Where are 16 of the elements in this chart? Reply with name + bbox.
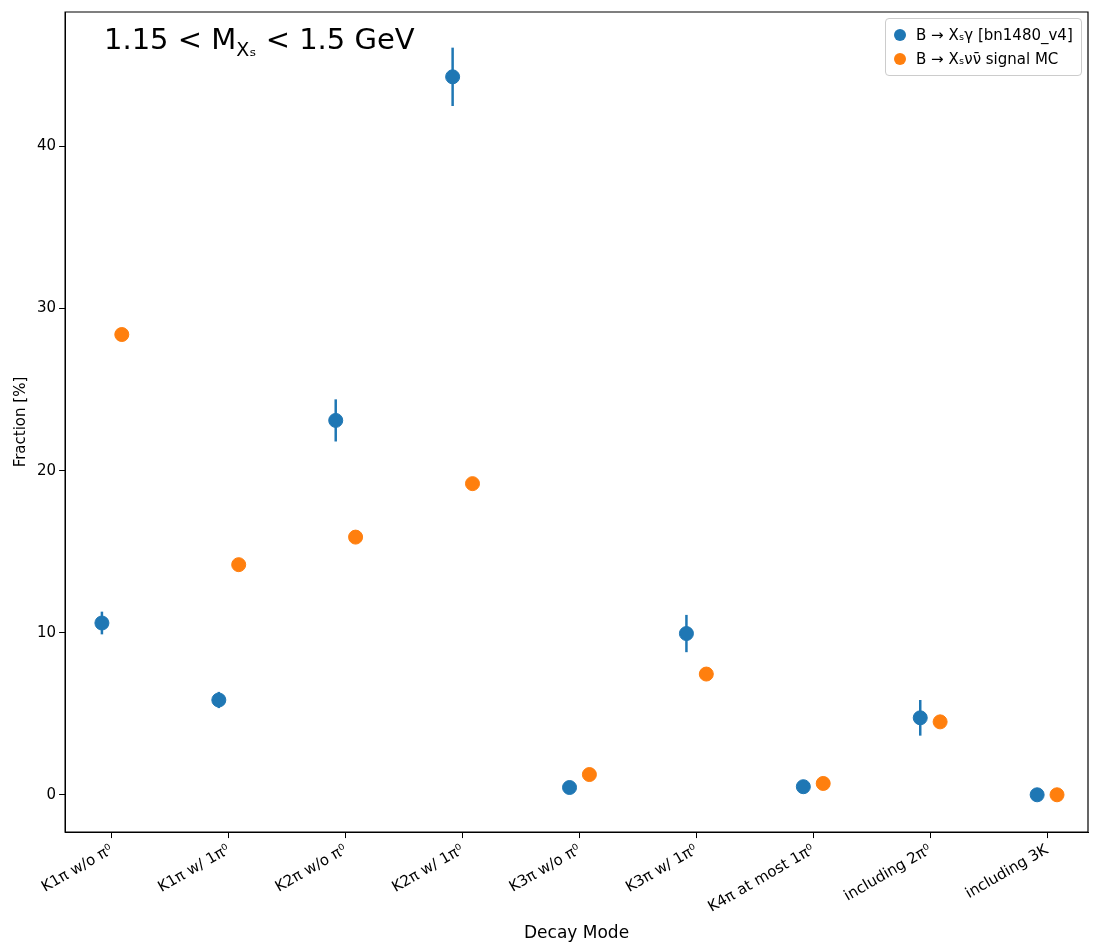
y-tick-label: 40	[36, 136, 57, 155]
y-tick-label: 10	[36, 622, 57, 641]
y-axis-title: Fraction [%]	[10, 376, 29, 468]
x-tick-label: K2π w/ 1π⁰	[388, 840, 467, 896]
x-tick-label: K3π w/o π⁰	[505, 840, 584, 896]
x-tick-label: K3π w/ 1π⁰	[622, 840, 701, 896]
y-tick-label: 0	[46, 784, 57, 803]
legend-label: B → Xₛγ [bn1480_v4]	[916, 26, 1073, 44]
chart-title: 1.15 < M$_{Xₛ}$ < 1.5 GeV	[104, 22, 415, 60]
y-tick-label: 20	[36, 460, 57, 479]
x-axis-title: Decay Mode	[523, 922, 630, 943]
x-tick-label: K1π w/ 1π⁰	[154, 840, 233, 896]
y-tick-label: 30	[36, 298, 57, 317]
x-tick-label: K1π w/o π⁰	[38, 840, 116, 896]
x-tick-label: K2π w/o π⁰	[271, 840, 350, 896]
legend-label: B → Xₛνν̄ signal MC	[916, 50, 1059, 68]
